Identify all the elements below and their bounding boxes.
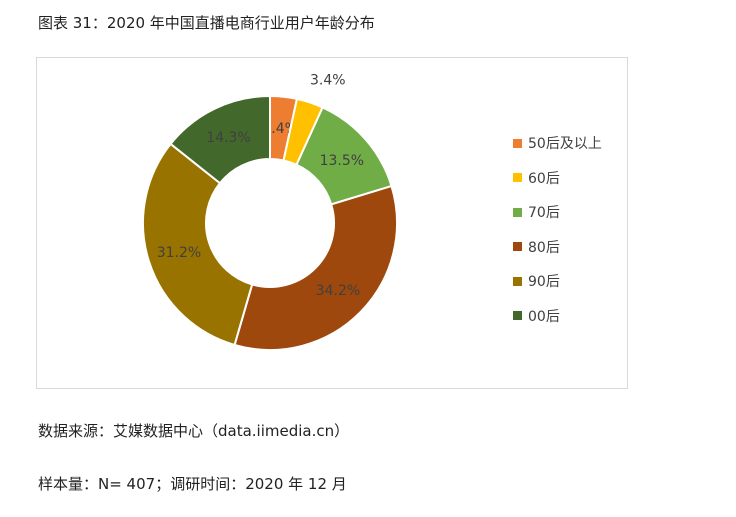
legend-item: 50后及以上 xyxy=(513,126,602,161)
legend-swatch xyxy=(513,311,522,321)
slice-data-label: 31.2% xyxy=(157,245,201,261)
legend-label: 80后 xyxy=(528,239,560,256)
legend-swatch xyxy=(513,242,522,252)
legend-item: 80后 xyxy=(513,230,602,265)
chart-area: 3.4% 3.4% 13.5% 34.2% 31.2% 14.3% 50后及以上 60后 70… xyxy=(36,57,628,389)
legend-swatch xyxy=(513,138,522,148)
legend-label: 90后 xyxy=(528,274,560,291)
legend-item: 90后 xyxy=(513,264,602,299)
donut-slice-6 xyxy=(169,94,271,185)
legend-label: 00后 xyxy=(528,308,560,325)
legend-label: 70后 xyxy=(528,205,560,222)
donut-slice-5 xyxy=(142,142,254,347)
donut-slice-4 xyxy=(233,184,398,351)
chart-legend: 50后及以上 60后 70后 80后 90后 00后 xyxy=(513,126,602,333)
legend-label: 50后及以上 xyxy=(528,136,602,153)
slice-data-label: 13.5% xyxy=(320,153,364,169)
legend-item: 60后 xyxy=(513,161,602,196)
legend-swatch xyxy=(513,207,522,217)
legend-item: 70后 xyxy=(513,195,602,230)
sample-note: 样本量：N= 407；调研时间：2020 年 12 月 xyxy=(38,475,347,493)
legend-swatch xyxy=(513,276,522,286)
figure-title: 图表 31：2020 年中国直播电商行业用户年龄分布 xyxy=(38,14,375,32)
source-note: 数据来源：艾媒数据中心（data.iimedia.cn） xyxy=(38,422,350,440)
legend-item: 00后 xyxy=(513,299,602,334)
donut-chart: 3.4%3.4%13.5%34.2%31.2%14.3% xyxy=(142,72,398,351)
legend-label: 60后 xyxy=(528,170,560,187)
slice-data-label: 34.2% xyxy=(316,283,360,299)
legend-swatch xyxy=(513,173,522,183)
slice-data-label: 3.4% xyxy=(310,72,346,88)
slice-data-label: 14.3% xyxy=(206,130,250,146)
